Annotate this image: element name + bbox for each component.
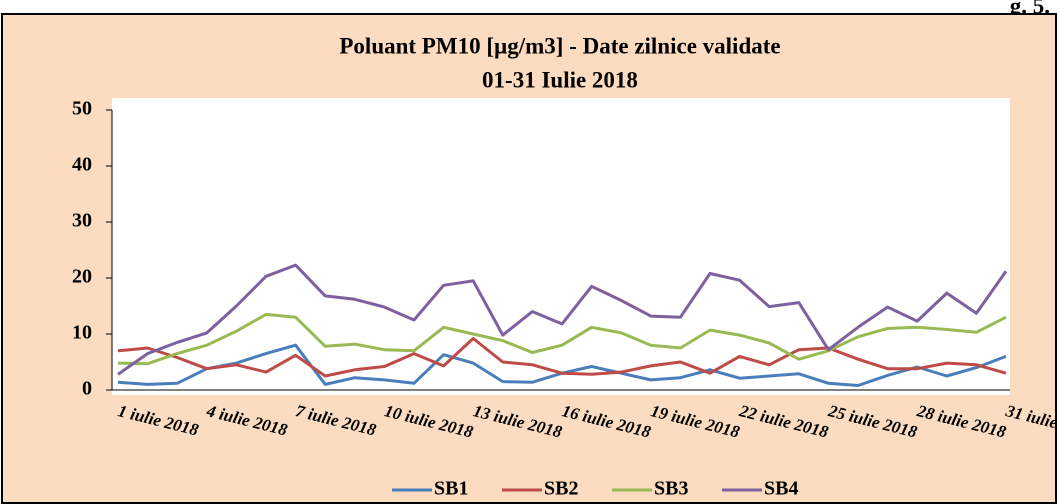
y-tick-label: 50 bbox=[72, 98, 92, 120]
legend-label: SB2 bbox=[544, 478, 578, 500]
legend-label: SB1 bbox=[434, 478, 468, 500]
y-tick-label: 0 bbox=[82, 378, 92, 400]
series-line bbox=[117, 312, 1007, 366]
series-line bbox=[117, 263, 1008, 376]
chart-title: Poluant PM10 [µg/m3] - Date zilnice vali… bbox=[339, 33, 780, 58]
y-tick-label: 10 bbox=[72, 322, 92, 344]
plot-area bbox=[112, 98, 1010, 395]
legend-label: SB3 bbox=[654, 478, 688, 500]
chart-subtitle: 01-31 Iulie 2018 bbox=[482, 67, 638, 92]
legend-label: SB4 bbox=[764, 478, 798, 500]
series-line bbox=[117, 337, 1007, 378]
y-tick-label: 20 bbox=[72, 266, 92, 288]
y-tick-label: 30 bbox=[72, 210, 92, 232]
y-tick-label: 40 bbox=[72, 154, 92, 176]
